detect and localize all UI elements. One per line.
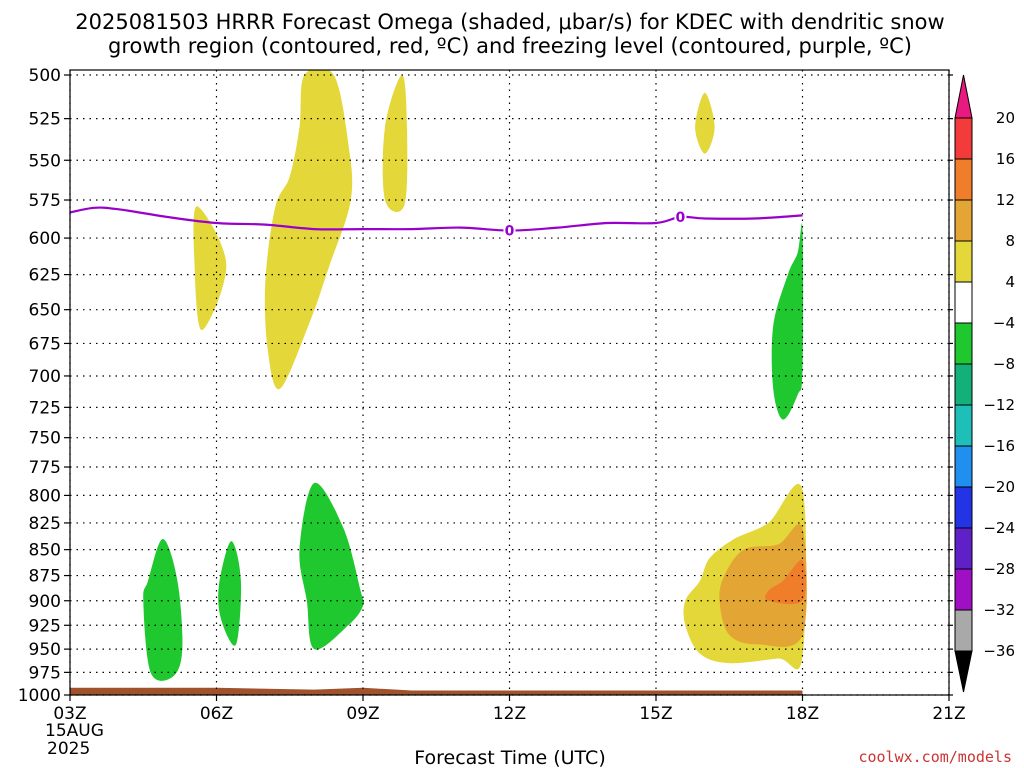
x-tick-label: 12Z bbox=[493, 704, 526, 724]
x-axis-date-line2: 2025 bbox=[47, 739, 90, 759]
colorbar-swatch bbox=[954, 445, 973, 488]
y-tick-label: 650 bbox=[29, 301, 61, 321]
positive-omega-8-12 bbox=[719, 523, 807, 647]
x-tick-label: 21Z bbox=[932, 704, 965, 724]
colorbar-label: 12 bbox=[996, 191, 1015, 209]
colorbar-label: 8 bbox=[1005, 232, 1015, 250]
colorbar-label: −28 bbox=[983, 560, 1015, 578]
colorbar-swatch bbox=[954, 363, 973, 406]
colorbar-label: −8 bbox=[993, 355, 1015, 373]
y-tick-label: 775 bbox=[29, 458, 61, 478]
y-tick-label: 575 bbox=[29, 191, 61, 211]
y-tick-label: 500 bbox=[29, 66, 61, 86]
x-axis-label: Forecast Time (UTC) bbox=[414, 747, 605, 768]
positive-omega-4-8 bbox=[193, 206, 227, 331]
y-tick-label: 525 bbox=[29, 110, 61, 130]
negative-omega-4-8 bbox=[143, 539, 183, 681]
negative-omega-4-8 bbox=[771, 223, 804, 420]
freezing-level-line bbox=[70, 206, 803, 232]
colorbar-label: −32 bbox=[983, 601, 1015, 619]
colorbar-swatch bbox=[954, 404, 973, 447]
y-tick-label: 900 bbox=[29, 592, 61, 612]
y-tick-label: 1000 bbox=[18, 686, 61, 706]
y-tick-label: 950 bbox=[29, 640, 61, 660]
colorbar-label: 4 bbox=[1005, 273, 1015, 291]
chart-title-line1: 2025081503 HRRR Forecast Omega (shaded, … bbox=[75, 10, 944, 34]
colorbar-swatch bbox=[954, 199, 973, 242]
freezing-level-label: 0 bbox=[505, 224, 515, 240]
omega-shading bbox=[70, 70, 807, 695]
x-tick-label: 06Z bbox=[200, 704, 233, 724]
colorbar-swatch bbox=[954, 117, 973, 160]
colorbar-swatch bbox=[954, 568, 973, 611]
x-axis: 03Z 06Z 09Z 12Z 15Z 18Z 21Z bbox=[53, 695, 966, 724]
colorbar-label: −12 bbox=[983, 396, 1015, 414]
colorbar-bottom-triangle bbox=[954, 650, 973, 693]
y-tick-label: 625 bbox=[29, 266, 61, 286]
y-tick-label: 550 bbox=[29, 151, 61, 171]
y-tick-label: 725 bbox=[29, 398, 61, 418]
colorbar-swatch bbox=[954, 609, 973, 652]
colorbar-label: −24 bbox=[983, 519, 1015, 537]
freezing-level-layer: 00 bbox=[70, 206, 803, 240]
colorbar-label: −20 bbox=[983, 478, 1015, 496]
colorbar-swatch bbox=[954, 281, 973, 324]
freezing-level-label-bg bbox=[503, 222, 516, 239]
freezing-level-label: 0 bbox=[676, 210, 686, 226]
y-axis: 500 525 550 575 600 625 650 675 700 725 750 775 800 8… bbox=[18, 66, 953, 706]
freezing-level-label-bg bbox=[674, 208, 687, 225]
colorbar-label: −16 bbox=[983, 437, 1015, 455]
colorbar-label: −36 bbox=[983, 642, 1015, 660]
y-tick-label: 675 bbox=[29, 334, 61, 354]
negative-omega-4-8 bbox=[299, 482, 364, 650]
x-tick-label: 03Z bbox=[53, 704, 86, 724]
y-tick-label: 600 bbox=[29, 229, 61, 249]
y-tick-label: 825 bbox=[29, 514, 61, 534]
colorbar-swatch bbox=[954, 240, 973, 283]
y-tick-label: 750 bbox=[29, 429, 61, 449]
colorbar-swatch bbox=[954, 486, 973, 529]
colorbar-swatch bbox=[954, 527, 973, 570]
x-tick-label: 09Z bbox=[346, 704, 379, 724]
colorbar-top-triangle bbox=[954, 74, 973, 119]
y-tick-label: 850 bbox=[29, 541, 61, 561]
colorbar-label: 16 bbox=[996, 150, 1015, 168]
positive-omega-12-16 bbox=[765, 559, 806, 605]
colorbar-swatch bbox=[954, 158, 973, 201]
x-tick-label: 15Z bbox=[639, 704, 672, 724]
credit-text: coolwx.com/models bbox=[858, 748, 1012, 766]
y-tick-label: 700 bbox=[29, 367, 61, 387]
y-tick-label: 925 bbox=[29, 616, 61, 636]
positive-omega-4-8 bbox=[382, 75, 408, 212]
y-tick-label: 975 bbox=[29, 663, 61, 683]
colorbar-label: 20 bbox=[996, 109, 1015, 127]
colorbar-swatch bbox=[954, 322, 973, 365]
negative-omega-4-8 bbox=[218, 541, 242, 646]
positive-omega-4-8 bbox=[695, 92, 715, 154]
plot-gridlines bbox=[69, 70, 950, 696]
x-axis-date-line1: 15AUG bbox=[45, 721, 104, 741]
x-tick-label: 18Z bbox=[786, 704, 819, 724]
chart-title-line2: growth region (contoured, red, ºC) and f… bbox=[108, 34, 912, 58]
y-tick-label: 800 bbox=[29, 486, 61, 506]
y-tick-label: 875 bbox=[29, 567, 61, 587]
colorbar-label: −4 bbox=[993, 314, 1015, 332]
surface-terrain bbox=[70, 687, 803, 695]
colorbar: 20 16 12 8 4 −4 −8 −12 −16 −20 −24 −28 −32 −36 bbox=[954, 74, 1015, 693]
